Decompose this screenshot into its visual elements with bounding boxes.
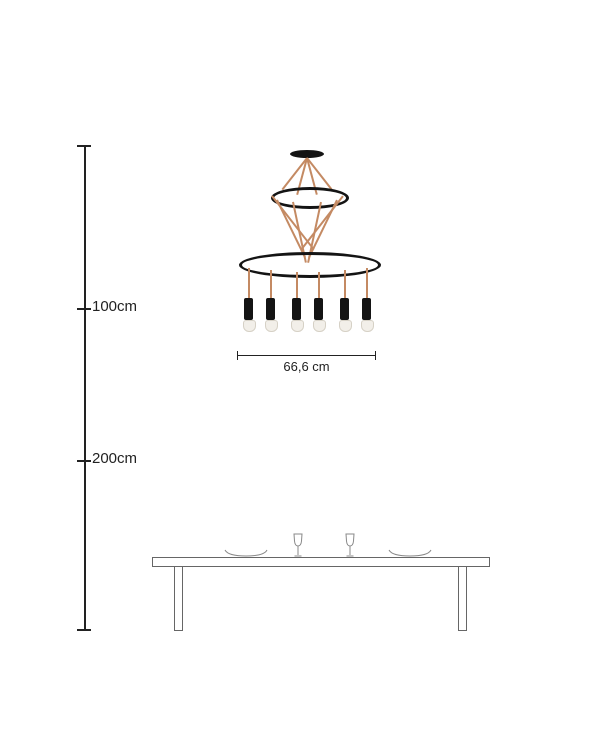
width-dimension: 66,6 cm: [237, 349, 376, 361]
plate-icon: [224, 549, 268, 557]
chandelier-socket: [314, 298, 323, 320]
chandelier-bulb: [291, 320, 304, 332]
table-leg: [174, 566, 175, 630]
wine-glass-icon: [292, 533, 304, 557]
table-leg: [466, 566, 467, 630]
plate-icon: [388, 549, 432, 557]
table-leg: [182, 566, 183, 630]
width-dimension-label: 66,6 cm: [283, 359, 329, 374]
chandelier-bulb: [313, 320, 326, 332]
width-dimension-line: [237, 355, 376, 356]
chandelier-socket: [362, 298, 371, 320]
ruler-tick-bottom: [77, 629, 91, 631]
table-top-under: [152, 566, 490, 567]
wine-glass-icon: [344, 533, 356, 557]
chandelier-wire: [318, 272, 320, 300]
dimension-diagram: 100cm 200cm: [0, 0, 600, 745]
chandelier-wire: [344, 270, 346, 300]
chandelier-wire: [366, 268, 368, 300]
chandelier-wire: [270, 270, 272, 300]
chandelier-ring-upper: [271, 187, 349, 209]
table-leg: [458, 566, 459, 630]
chandelier-socket: [340, 298, 349, 320]
chandelier-spoke: [282, 158, 308, 190]
chandelier-wire: [296, 272, 298, 300]
ruler-label-200: 200cm: [92, 450, 137, 467]
chandelier-bulb: [361, 320, 374, 332]
chandelier-bulb: [339, 320, 352, 332]
chandelier-wire: [248, 268, 250, 300]
table-foot: [458, 630, 467, 631]
chandelier-socket: [266, 298, 275, 320]
ruler-tick-200: [77, 460, 91, 462]
chandelier-bulb: [265, 320, 278, 332]
table-foot: [174, 630, 183, 631]
chandelier-socket: [292, 298, 301, 320]
chandelier-socket: [244, 298, 253, 320]
chandelier-bulb: [243, 320, 256, 332]
chandelier: [0, 0, 600, 400]
table-top-side: [489, 557, 490, 567]
table-top-edge: [152, 557, 490, 558]
chandelier-ring-lower: [239, 252, 381, 278]
table-top-side: [152, 557, 153, 567]
